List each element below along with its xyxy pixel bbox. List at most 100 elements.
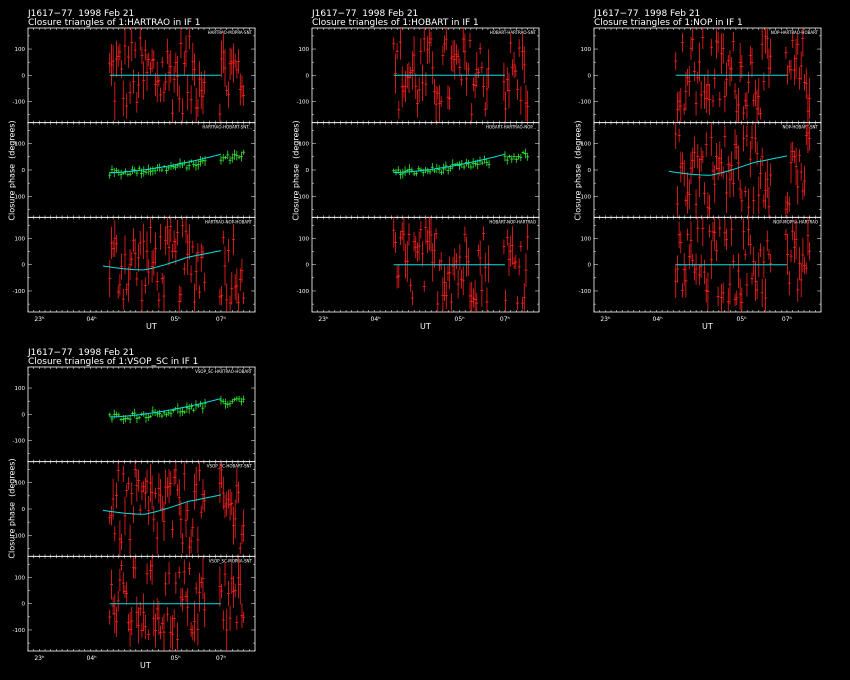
x-tick-label: 04ʰ [371, 316, 382, 323]
panel-3: 100 0 -100 HARTRAO-NOP-HOBART [13, 216, 256, 313]
figure-1-plot: 23ʰ 04ʰ 05ʰ 07ʰ1000-100HARTRAO-MOPRA-SNT100… [13, 27, 256, 323]
figure-4-title: J1617−77 1998 Feb 21 [28, 348, 135, 358]
triangle-label: HOBART-HARTRAO-SNT [490, 30, 537, 35]
y-tick-label: 100 [15, 142, 26, 148]
y-tick-label: 100 [15, 47, 26, 53]
y-tick-label: -100 [579, 194, 592, 200]
figure-1-xlabel: UT [146, 322, 157, 331]
figure-1-title: J1617−77 1998 Feb 21 [28, 9, 135, 19]
y-tick-label: 0 [22, 263, 26, 269]
y-tick-label: 100 [15, 386, 26, 392]
model-curve [109, 153, 222, 174]
model-curve [668, 155, 788, 176]
y-tick-label: 0 [22, 602, 26, 608]
x-tick-label: 07ʰ [216, 655, 227, 662]
figure-2-xlabel: UT [420, 322, 431, 331]
y-tick-label: 0 [306, 73, 310, 79]
x-tick-label: 23ʰ [318, 316, 329, 323]
y-tick-label: 100 [299, 142, 310, 148]
model-curve [109, 398, 222, 418]
y-tick-label: -100 [13, 439, 26, 445]
y-tick-label: 0 [588, 168, 592, 174]
panel-3: 100 0 -100 HOBART-NOP-HARTRAO [297, 216, 540, 313]
triangle-label: HARTRAO-HOBART-SNT... [202, 125, 252, 130]
triangle-label: VSOP_SC-MOPRA-SNT [209, 558, 253, 563]
panel-2: 100 0 -100 VSOP_SC-HOBART-SNT [13, 461, 256, 557]
x-tick-label: 07ʰ [500, 316, 511, 323]
y-tick-label: 0 [22, 507, 26, 513]
triangle-label: VSOP_SC-HARTRAO-HOBART [195, 369, 252, 374]
x-tick-label: 04ʰ [653, 316, 664, 323]
y-tick-label: -100 [13, 533, 26, 539]
y-tick-label: -100 [297, 194, 310, 200]
model-curve [102, 250, 222, 271]
figure-4-xlabel: UT [140, 661, 151, 670]
panel-frame [27, 461, 256, 557]
y-tick-label: 0 [22, 168, 26, 174]
y-tick-label: -100 [13, 100, 26, 106]
y-tick-label: 0 [306, 168, 310, 174]
panel-1: 100 0 -100 HARTRAO-MOPRA-SNT [13, 27, 256, 124]
y-tick-label: 100 [299, 236, 310, 242]
triangle-label: NOP-HOBART-SNT [782, 125, 818, 130]
panel-3: 100 0 -100 VSOP_SC-MOPRA-SNT [13, 555, 256, 652]
triangle-label: HARTRAO-NOP-HOBART [205, 219, 253, 224]
y-tick-label: 100 [581, 47, 592, 53]
triangle-label: NOP-MOPRA-HARTRAO [773, 219, 818, 224]
panel-3: 100 0 -100 NOP-MOPRA-HARTRAO [579, 216, 822, 313]
panel-1: 100 0 -100 HOBART-HARTRAO-SNT [297, 27, 540, 124]
figure-2-plot: 23ʰ 04ʰ 05ʰ 07ʰ1000-100HOBART-HARTRAO-SNT10… [297, 27, 540, 323]
model-curve [102, 494, 222, 515]
y-tick-label: -100 [13, 289, 26, 295]
figure-1-subtitle: Closure triangles of 1:HARTRAO in IF 1 [28, 18, 201, 28]
figure-4-plot: 23ʰ 04ʰ 05ʰ 07ʰ 100 0 -100 VSOP_SC-HARTRAO-HOBA… [13, 366, 256, 662]
x-tick-label: 05ʰ [737, 316, 748, 323]
figure-3-subtitle: Closure triangles of 1:NOP in IF 1 [594, 18, 743, 28]
y-tick-label: 0 [22, 412, 26, 418]
x-tick-label: 23ʰ [34, 655, 45, 662]
x-tick-label: 04ʰ [87, 316, 98, 323]
model-curve [393, 153, 506, 174]
panel-1: 100 0 -100 NOP-HARTRAO-HOBART [579, 27, 822, 124]
figure-4-subtitle: Closure triangles of 1:VSOP_SC in IF 1 [28, 357, 199, 367]
y-tick-label: -100 [13, 628, 26, 634]
y-tick-label: -100 [13, 194, 26, 200]
y-tick-label: -100 [579, 100, 592, 106]
y-tick-label: 0 [306, 263, 310, 269]
figure-3-plot: 23ʰ 04ʰ 05ʰ 07ʰ1000-100NOP-HARTRAO-HOBART10… [579, 27, 822, 323]
y-tick-label: 100 [15, 481, 26, 487]
triangle-label: HOBART-HARTRAO-NOP... [486, 125, 536, 130]
y-tick-label: -100 [297, 289, 310, 295]
y-tick-label: 0 [22, 73, 26, 79]
x-tick-label: 05ʰ [171, 316, 182, 323]
triangle-label: HOBART-NOP-HARTRAO [489, 219, 536, 224]
y-tick-label: 100 [15, 575, 26, 581]
y-tick-label: 100 [299, 47, 310, 53]
x-tick-label: 05ʰ [455, 316, 466, 323]
y-tick-label: 100 [15, 236, 26, 242]
panel-1: 100 0 -100 VSOP_SC-HARTRAO-HOBART [13, 366, 256, 463]
y-tick-label: 100 [581, 142, 592, 148]
x-tick-label: 04ʰ [87, 655, 98, 662]
triangle-label: HARTRAO-MOPRA-SNT [208, 30, 253, 35]
y-tick-label: -100 [297, 100, 310, 106]
y-tick-label: 0 [588, 263, 592, 269]
triangle-label: VSOP_SC-HOBART-SNT [207, 464, 253, 469]
figure-3-title: J1617−77 1998 Feb 21 [594, 9, 701, 19]
x-tick-label: 05ʰ [171, 655, 182, 662]
panel-2: 100 0 -100 HOBART-HARTRAO-NOP... [297, 122, 540, 218]
x-tick-label: 07ʰ [782, 316, 793, 323]
panel-2: 100 0 -100 HARTRAO-HOBART-SNT... [13, 122, 256, 218]
panel-2: 100 0 -100 NOP-HOBART-SNT [579, 122, 822, 218]
figure-2-subtitle: Closure triangles of 1:HOBART in IF 1 [312, 18, 479, 28]
x-tick-label: 23ʰ [600, 316, 611, 323]
triangle-label: NOP-HARTRAO-HOBART [771, 30, 819, 35]
y-tick-label: 100 [581, 236, 592, 242]
y-tick-label: -100 [579, 289, 592, 295]
panel-frame [27, 216, 256, 313]
figure-3-xlabel: UT [702, 322, 713, 331]
y-tick-label: 0 [588, 73, 592, 79]
x-tick-label: 23ʰ [34, 316, 45, 323]
figure-2-title: J1617−77 1998 Feb 21 [312, 9, 419, 19]
